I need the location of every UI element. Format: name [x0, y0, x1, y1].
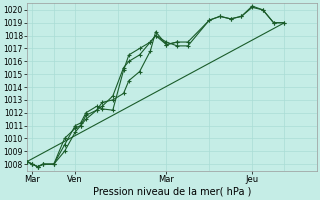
X-axis label: Pression niveau de la mer( hPa ): Pression niveau de la mer( hPa ) — [92, 187, 251, 197]
